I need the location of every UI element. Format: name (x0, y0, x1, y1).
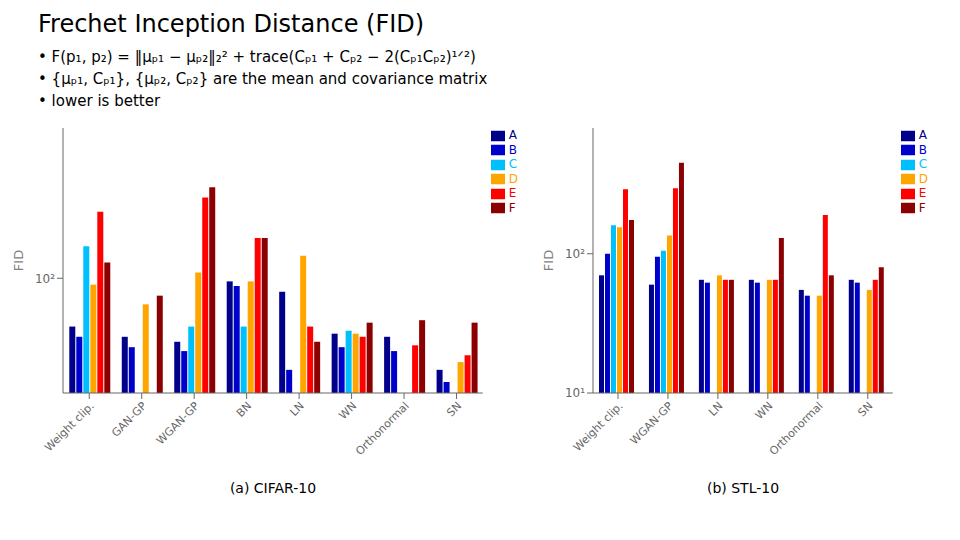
svg-text:Orthonormal: Orthonormal (767, 399, 826, 458)
svg-text:LN: LN (287, 399, 306, 418)
svg-text:FID: FID (11, 250, 26, 271)
html-text:E: E (508, 186, 517, 200)
html-text:D: D (508, 171, 518, 186)
html-text:• F(p₁, p₂) = ‖μₚ₁ − μₚ₂‖₂² +: • F(p₁, p₂) = ‖μₚ₁ − μₚ₂‖₂² + trace(Cₚ₁ … (38, 48, 476, 66)
svg-text:BN: BN (234, 399, 254, 419)
svg-text:10²: 10² (565, 247, 585, 261)
svg-text:SN: SN (855, 399, 875, 419)
svg-text:WGAN-GP: WGAN-GP (154, 399, 202, 447)
html-text:(b) STL-10: (b) STL-10 (706, 480, 780, 496)
svg-text:GAN-GP: GAN-GP (109, 399, 149, 439)
html-text:B: B (508, 142, 517, 157)
svg-text:Weight clip.: Weight clip. (571, 399, 626, 454)
svg-text:LN: LN (706, 399, 725, 418)
html-text:F: F (918, 200, 926, 215)
html-text:D: D (918, 171, 928, 186)
svg-text:SN: SN (444, 399, 464, 419)
html-text:C: C (918, 157, 928, 171)
html-text:• {μₚ₁, Cₚ₁}, {μₚ₂, Cₚ₂} are t: • {μₚ₁, Cₚ₁}, {μₚ₂, Cₚ₂} are the mean an… (38, 70, 488, 88)
html-text:B: B (918, 142, 927, 157)
html-text:C: C (508, 157, 518, 171)
html-text:Frechet Inception Distance (FI: Frechet Inception Distance (FID) (38, 10, 425, 38)
svg-text:Orthonormal: Orthonormal (353, 399, 412, 458)
html-text:A: A (918, 128, 927, 142)
html-text:F: F (508, 200, 516, 215)
html-text:E: E (918, 186, 927, 200)
svg-text:FID: FID (541, 250, 556, 271)
svg-text:10¹: 10¹ (565, 386, 585, 400)
svg-text:WN: WN (753, 399, 776, 422)
svg-text:WGAN-GP: WGAN-GP (628, 399, 676, 447)
html-text:• lower is better: • lower is better (38, 92, 161, 110)
svg-text:Weight clip.: Weight clip. (42, 399, 97, 454)
html-text:A: A (508, 128, 517, 142)
html-text:(a) CIFAR-10: (a) CIFAR-10 (229, 480, 317, 496)
svg-text:10²: 10² (35, 272, 55, 286)
svg-text:WN: WN (337, 399, 360, 422)
